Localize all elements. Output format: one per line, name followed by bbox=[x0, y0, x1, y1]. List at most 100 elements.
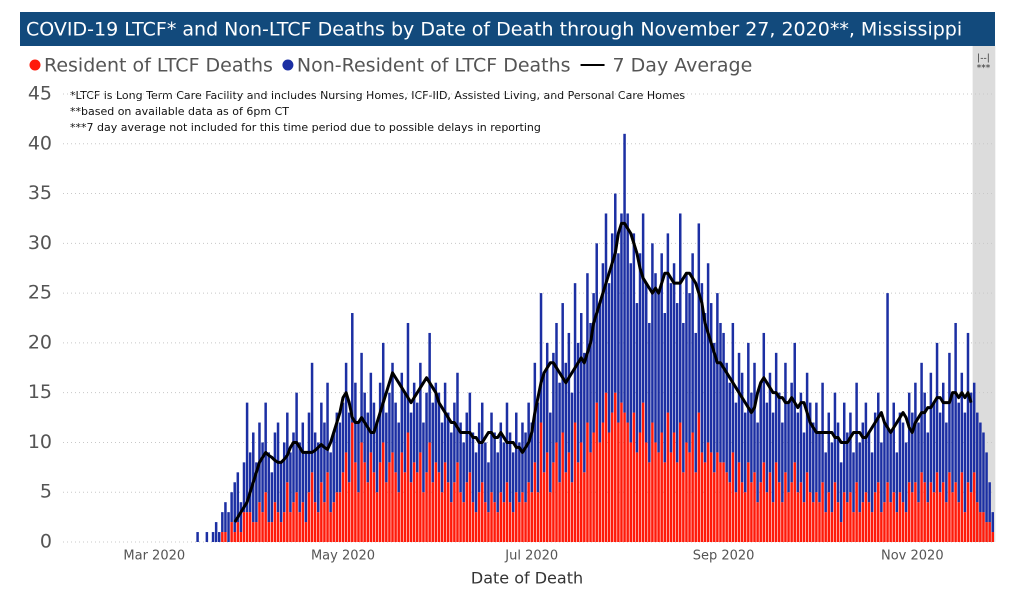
bar bbox=[255, 462, 258, 523]
bar bbox=[781, 422, 784, 503]
bar bbox=[576, 342, 580, 463]
bar bbox=[409, 412, 413, 483]
bar bbox=[666, 412, 670, 542]
bar bbox=[332, 432, 335, 503]
bar bbox=[419, 452, 422, 542]
bar bbox=[301, 502, 305, 542]
legend-label: Non-Resident of LTCF Deaths bbox=[297, 55, 571, 77]
bar bbox=[313, 432, 317, 503]
bar bbox=[369, 372, 373, 453]
bar bbox=[320, 482, 323, 542]
bar bbox=[765, 402, 769, 493]
bar bbox=[555, 442, 558, 542]
bar bbox=[679, 213, 682, 423]
bar bbox=[709, 452, 713, 542]
bar bbox=[261, 442, 264, 513]
legend-swatch bbox=[282, 59, 294, 71]
bar bbox=[972, 472, 976, 542]
bar bbox=[614, 392, 617, 542]
bar bbox=[694, 472, 697, 542]
bar bbox=[279, 522, 283, 542]
bar bbox=[499, 492, 503, 542]
bar bbox=[685, 442, 688, 542]
bar bbox=[941, 482, 945, 542]
bar bbox=[431, 402, 434, 483]
bar bbox=[465, 482, 469, 542]
bar bbox=[273, 502, 277, 542]
bar bbox=[329, 512, 332, 542]
bar bbox=[812, 502, 815, 542]
bar bbox=[583, 352, 586, 473]
bar bbox=[743, 412, 747, 493]
bar bbox=[917, 502, 920, 542]
bar bbox=[858, 512, 861, 542]
bar bbox=[239, 532, 243, 542]
bar bbox=[252, 522, 255, 542]
bar bbox=[725, 472, 728, 542]
bar bbox=[524, 432, 527, 503]
bar bbox=[443, 462, 447, 542]
bar bbox=[941, 382, 945, 483]
bar bbox=[360, 352, 363, 443]
bar bbox=[648, 462, 651, 542]
bar bbox=[416, 472, 419, 542]
bar bbox=[719, 322, 722, 463]
bar bbox=[595, 243, 598, 403]
bar bbox=[907, 482, 911, 542]
bar bbox=[450, 502, 453, 542]
bar bbox=[255, 522, 258, 542]
bar bbox=[267, 522, 271, 542]
bar bbox=[357, 422, 360, 493]
bar bbox=[515, 412, 518, 493]
bar bbox=[778, 392, 781, 483]
bar bbox=[573, 283, 577, 423]
y-tick-label: 40 bbox=[28, 132, 52, 154]
bar bbox=[484, 502, 487, 542]
bar bbox=[626, 213, 629, 423]
bar bbox=[827, 412, 831, 493]
bar bbox=[685, 273, 688, 443]
bar bbox=[926, 502, 930, 542]
bar bbox=[604, 213, 608, 393]
bar bbox=[391, 452, 394, 542]
bar bbox=[317, 512, 320, 542]
bar bbox=[267, 452, 271, 523]
y-tick-label: 25 bbox=[28, 282, 52, 304]
bar bbox=[669, 452, 673, 542]
bar bbox=[663, 313, 667, 463]
bar bbox=[428, 442, 431, 542]
bar bbox=[948, 472, 951, 542]
bar bbox=[920, 472, 923, 542]
bar bbox=[969, 492, 973, 542]
bar bbox=[957, 402, 960, 503]
bar bbox=[781, 502, 784, 542]
bar bbox=[301, 422, 305, 503]
bar bbox=[694, 332, 697, 473]
bar bbox=[617, 253, 620, 423]
bar bbox=[963, 412, 967, 513]
bar bbox=[239, 502, 243, 533]
bar bbox=[706, 442, 710, 542]
bar bbox=[799, 392, 803, 483]
bar bbox=[604, 392, 608, 542]
bar bbox=[892, 402, 895, 493]
bar bbox=[660, 253, 663, 433]
bar bbox=[756, 422, 759, 503]
bar bbox=[635, 452, 639, 542]
bar bbox=[248, 512, 252, 542]
bar bbox=[552, 462, 555, 542]
bar bbox=[214, 522, 218, 542]
bar bbox=[372, 472, 376, 542]
bar bbox=[610, 233, 614, 413]
bar bbox=[570, 392, 574, 483]
bar bbox=[561, 432, 564, 542]
bar bbox=[799, 482, 803, 542]
bar bbox=[985, 522, 988, 542]
bar bbox=[762, 332, 766, 463]
bar bbox=[276, 512, 280, 542]
bar bbox=[524, 502, 527, 542]
bar bbox=[363, 462, 366, 542]
bar bbox=[530, 492, 533, 542]
bar bbox=[734, 492, 738, 542]
bar bbox=[793, 462, 796, 542]
